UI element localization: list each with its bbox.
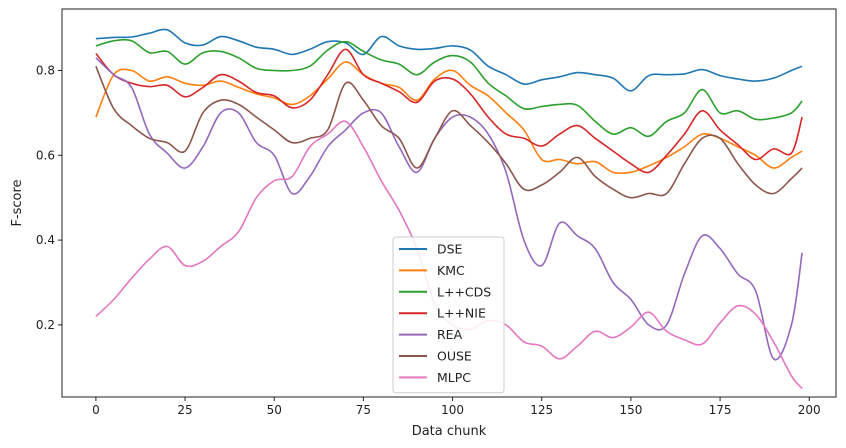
legend-label: KMC	[437, 263, 465, 278]
x-axis: 0 25 50 75 100 125 150 175 200	[92, 397, 821, 417]
legend: DSE KMC L++CDS L++NIE REA OUSE MLPC	[392, 236, 505, 394]
y-tick-label: 0.4	[36, 233, 55, 247]
y-axis-label: F-score	[10, 179, 25, 226]
series-line-ouse	[95, 65, 803, 199]
legend-label: L++CDS	[437, 284, 491, 299]
x-tick-label: 50	[267, 403, 282, 417]
x-tick-label: 75	[356, 403, 371, 417]
legend-label: L++NIE	[437, 306, 486, 321]
x-tick-label: 0	[92, 403, 100, 417]
x-axis-label: Data chunk	[412, 424, 487, 439]
legend-label: MLPC	[437, 370, 471, 385]
series-line-kmc	[95, 61, 803, 175]
series-line-rea	[95, 57, 803, 361]
y-axis: 0.2 0.4 0.6 0.8	[36, 63, 62, 332]
plot-frame	[61, 8, 837, 398]
y-tick-label: 0.2	[36, 318, 55, 332]
y-tick-label: 0.8	[36, 63, 55, 77]
series-line-l-nie	[95, 48, 803, 174]
x-tick-label: 125	[530, 403, 553, 417]
legend-label: OUSE	[437, 349, 472, 364]
legend-label: REA	[437, 327, 463, 342]
series-line-dse	[95, 28, 803, 92]
x-tick-label: 175	[709, 403, 732, 417]
series-line-l-cds	[95, 38, 803, 138]
x-tick-label: 25	[177, 403, 192, 417]
x-tick-label: 200	[798, 403, 821, 417]
legend-box	[392, 236, 505, 394]
y-tick-label: 0.6	[36, 148, 55, 162]
x-tick-label: 150	[619, 403, 642, 417]
x-tick-label: 100	[441, 403, 464, 417]
legend-label: DSE	[437, 242, 463, 257]
